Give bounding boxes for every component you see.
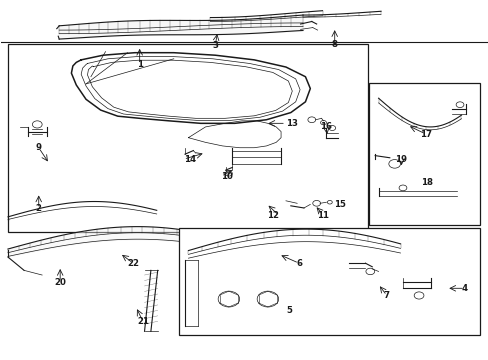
Text: 1: 1	[136, 60, 142, 69]
Text: 15: 15	[333, 200, 345, 209]
Text: 19: 19	[395, 155, 407, 164]
Bar	[178, 228, 479, 335]
Bar	[368, 83, 479, 225]
Text: 22: 22	[127, 259, 139, 268]
Text: 11: 11	[317, 211, 329, 220]
Text: 18: 18	[421, 178, 432, 187]
Text: 12: 12	[266, 211, 278, 220]
Text: 14: 14	[183, 155, 195, 164]
Text: 9: 9	[36, 143, 41, 152]
Text: 5: 5	[286, 306, 292, 315]
Text: 7: 7	[383, 291, 389, 300]
Text: 3: 3	[212, 41, 218, 50]
Text: 10: 10	[221, 172, 232, 181]
Text: 8: 8	[331, 40, 337, 49]
Text: 17: 17	[419, 130, 431, 139]
Text: 4: 4	[461, 284, 467, 293]
Text: 2: 2	[36, 204, 41, 213]
Text: 21: 21	[137, 317, 149, 326]
Text: 13: 13	[285, 119, 297, 128]
Text: 16: 16	[320, 122, 332, 131]
Text: 20: 20	[54, 278, 66, 287]
Text: 6: 6	[296, 259, 302, 268]
Bar	[8, 44, 367, 232]
